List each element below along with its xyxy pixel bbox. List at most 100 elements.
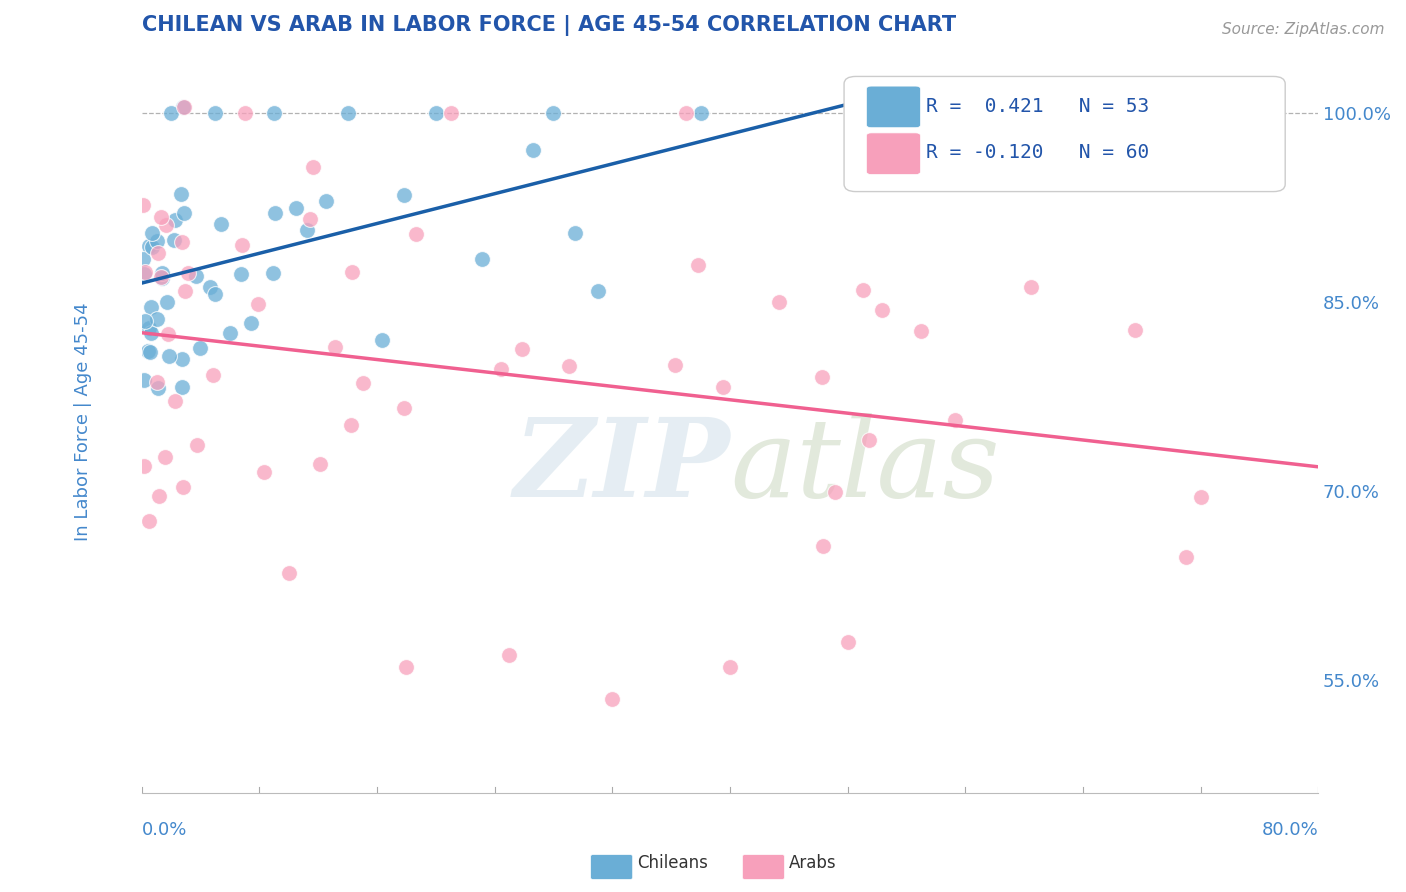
FancyBboxPatch shape [866,87,921,128]
Point [564,227,586,241]
Point [439,106,461,120]
Point [339,418,361,433]
Point [146,246,169,260]
Point [177,266,200,280]
Point [209,217,232,231]
Point [231,238,253,252]
Point [768,295,790,310]
Point [689,106,711,120]
Point [150,266,173,280]
Point [263,106,285,120]
Point [138,239,160,253]
Point [239,316,262,330]
Point [146,311,169,326]
Point [1125,323,1147,337]
Point [858,434,880,448]
Point [146,234,169,248]
Point [263,206,285,220]
Point [138,514,160,528]
Point [394,401,416,416]
Point [600,691,623,706]
Point [148,489,170,503]
Point [253,465,276,479]
Point [813,539,835,553]
Point [675,106,697,120]
Point [510,342,533,356]
Point [172,480,194,494]
Point [163,394,186,409]
Text: Source: ZipAtlas.com: Source: ZipAtlas.com [1222,22,1385,37]
Point [162,233,184,247]
Point [134,373,156,387]
Point [184,269,207,284]
Point [229,268,252,282]
Point [323,340,346,354]
Point [132,268,155,282]
Point [172,235,194,249]
Text: R = -0.120   N = 60: R = -0.120 N = 60 [927,144,1150,162]
Point [471,252,494,267]
Point [522,143,544,157]
Point [204,106,226,120]
Point [173,284,195,298]
Point [172,351,194,366]
Point [139,301,162,315]
Point [139,345,162,359]
Text: 0.0%: 0.0% [142,821,187,839]
Text: ZIP: ZIP [513,413,730,520]
Point [866,106,889,120]
Point [711,380,734,394]
Point [134,313,156,327]
Point [163,213,186,227]
Point [139,326,162,341]
Point [872,303,894,318]
Point [558,359,581,374]
Point [149,210,172,224]
Point [394,188,416,202]
Point [146,380,169,394]
Text: R =  0.421   N = 53: R = 0.421 N = 53 [927,96,1150,116]
Point [246,297,269,311]
Point [315,194,337,209]
Point [141,226,163,240]
Point [160,106,183,120]
Point [202,368,225,383]
Point [295,223,318,237]
Point [285,202,308,216]
Point [1189,491,1212,505]
Point [233,106,256,120]
Point [157,349,180,363]
Point [688,258,710,272]
Point [138,344,160,359]
Point [204,287,226,301]
Text: Chileans: Chileans [637,855,707,872]
Point [145,375,167,389]
Point [188,341,211,355]
Point [425,106,447,120]
Text: 80.0%: 80.0% [1261,821,1319,839]
Text: In Labor Force | Age 45-54: In Labor Force | Age 45-54 [75,302,91,541]
Point [1174,550,1197,565]
Point [170,380,193,394]
Point [811,370,834,384]
Point [150,269,173,284]
Point [352,376,374,391]
Point [219,326,242,340]
Text: atlas: atlas [730,413,1000,520]
Point [198,280,221,294]
Point [718,660,741,674]
Point [340,265,363,279]
Point [395,660,418,674]
Point [155,219,177,233]
Point [152,271,174,285]
Point [336,106,359,120]
Point [172,100,194,114]
Point [141,239,163,253]
Point [824,485,846,500]
Point [132,458,155,473]
FancyBboxPatch shape [866,133,921,175]
Point [943,413,966,427]
Point [299,212,322,227]
Point [262,266,284,280]
Text: Arabs: Arabs [789,855,837,872]
